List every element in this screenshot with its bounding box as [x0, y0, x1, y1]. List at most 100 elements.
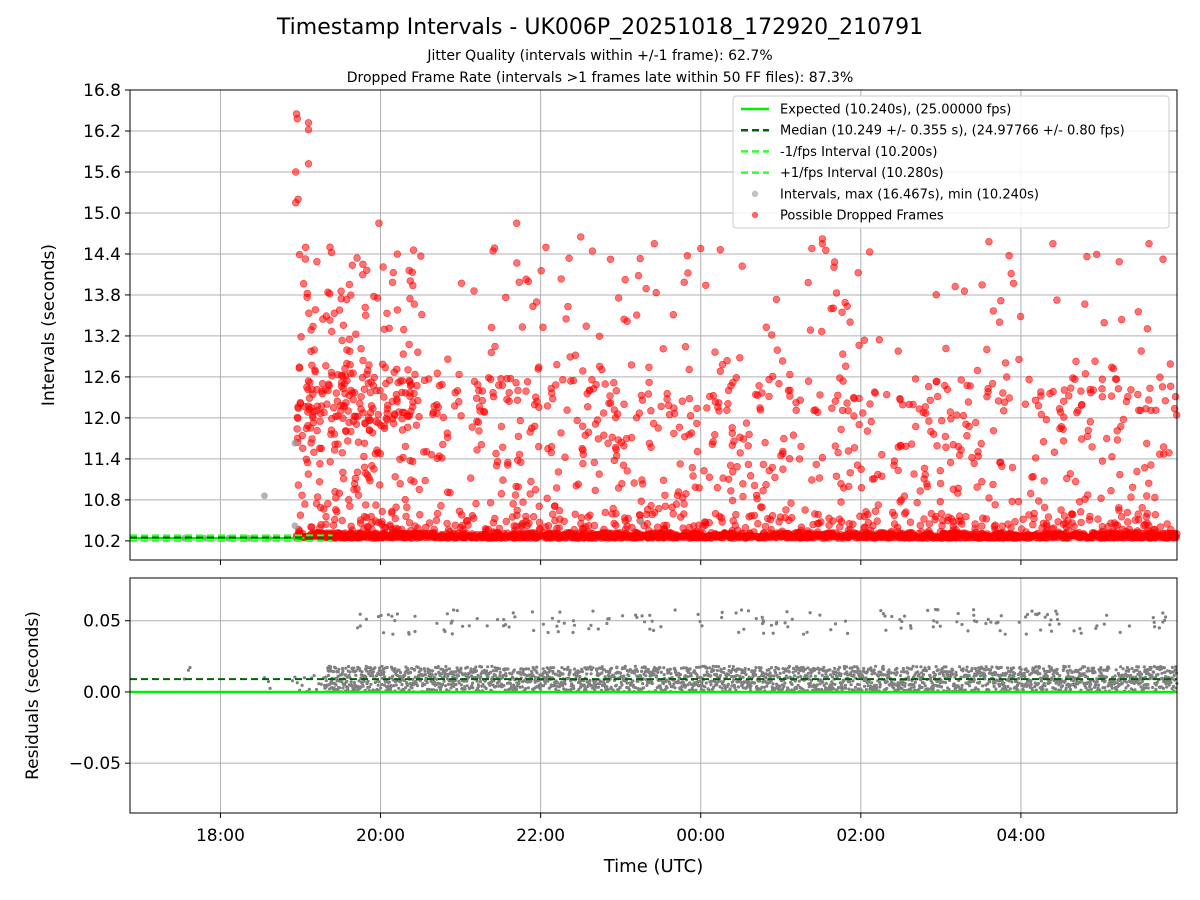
dropped-frame-point [815, 474, 824, 482]
dropped-frame-point [620, 514, 629, 522]
residual-point [504, 672, 508, 676]
residual-point [665, 686, 669, 690]
dropped-frame-point [896, 395, 904, 403]
residual-point [619, 680, 623, 685]
residual-point [1043, 684, 1047, 688]
residual-point [599, 680, 603, 684]
dropped-frame-point [932, 291, 940, 299]
dropped-frame-point [1107, 487, 1115, 495]
dropped-frame-point [1094, 515, 1102, 523]
residual-point [475, 679, 479, 683]
residual-point [920, 685, 924, 690]
dropped-frame-point [947, 515, 955, 523]
dropped-frame-point [1088, 443, 1096, 451]
dropped-frame-point [1144, 396, 1153, 404]
dropped-frame-point [1151, 511, 1160, 519]
residual-point [1026, 669, 1030, 673]
dropped-frame-point [439, 413, 448, 422]
dropped-frame-point [982, 515, 990, 523]
dropped-frame-point [433, 369, 441, 377]
dropped-frame-point [736, 354, 744, 362]
dropped-frame-point [797, 523, 806, 531]
residual-point [793, 674, 797, 678]
residual-point [366, 679, 370, 683]
dropped-frame-point [1104, 522, 1112, 531]
residual-point [562, 687, 566, 691]
residual-point [627, 674, 631, 678]
residual-point [452, 684, 456, 689]
dropped-frame-point [553, 524, 561, 532]
residual-point [972, 678, 976, 682]
dropped-frame-point [870, 475, 878, 483]
dropped-frame-point [920, 475, 928, 483]
residual-point [898, 674, 903, 678]
dropped-frame-point [1134, 510, 1142, 518]
dropped-frame-point [778, 357, 787, 365]
dropped-frame-point [1117, 422, 1125, 431]
dropped-frame-point [299, 444, 307, 452]
dropped-frame-point [486, 499, 495, 507]
dropped-frame-point [947, 415, 955, 423]
residual-point [378, 669, 382, 673]
residual-point [400, 683, 404, 687]
dropped-frame-point [924, 382, 933, 391]
dropped-frame-point [399, 453, 407, 462]
dropped-frame-point [831, 442, 839, 450]
residual-point [615, 665, 619, 669]
residual-point [1048, 669, 1052, 674]
dropped-frame-point [491, 342, 499, 351]
dropped-frame-point [786, 370, 794, 379]
dropped-frame-point [489, 393, 498, 401]
dropped-frame-point [365, 426, 374, 434]
residual-point [824, 672, 828, 676]
dropped-frame-point [554, 468, 563, 476]
dropped-frame-point [732, 374, 740, 382]
dropped-frame-point [347, 291, 355, 299]
dropped-frame-point [331, 515, 339, 524]
residual-point [901, 667, 906, 671]
residual-point [386, 684, 390, 688]
dropped-frame-point [316, 417, 324, 425]
dropped-frame-point [761, 438, 769, 447]
dropped-frame-point [565, 254, 573, 262]
residual-point [628, 668, 632, 672]
dropped-frame-point [444, 355, 452, 363]
residual-point [1017, 677, 1021, 681]
dropped-frame-point [1165, 449, 1173, 457]
dropped-frame-point [1108, 453, 1116, 461]
dropped-frame-point [782, 506, 790, 514]
residual-point [365, 669, 369, 673]
dropped-frame-point [1008, 497, 1016, 506]
residual-point [872, 668, 876, 672]
legend-marker [751, 190, 759, 197]
dropped-frame-point [557, 275, 565, 283]
residual-point [718, 673, 723, 678]
residual-point [455, 687, 459, 692]
residual-point [855, 670, 859, 674]
dropped-frame-point [1076, 508, 1085, 516]
residual-point [477, 684, 481, 689]
residual-point [589, 672, 593, 676]
residual-point [480, 665, 484, 669]
dropped-frame-point [503, 374, 511, 383]
dropped-frame-point [505, 389, 513, 397]
residual-point [824, 686, 828, 690]
dropped-frame-point [468, 511, 477, 520]
residual-point [398, 671, 403, 675]
dropped-frame-point [874, 501, 882, 509]
dropped-frame-point [775, 517, 783, 526]
dropped-frame-point [1112, 375, 1121, 383]
residual-point [580, 670, 585, 674]
dropped-frame-point [894, 347, 902, 355]
residual-point [452, 673, 456, 677]
dropped-frame-point [632, 311, 641, 319]
dropped-frame-point [670, 429, 678, 438]
dropped-frame-point [806, 326, 815, 334]
dropped-frame-point [850, 412, 858, 420]
dropped-frame-point [765, 392, 773, 401]
dropped-frame-point [548, 510, 557, 518]
dropped-frame-point [573, 416, 581, 425]
dropped-frame-point [1061, 519, 1070, 528]
dropped-frame-point [591, 486, 599, 495]
dropped-frame-point [637, 391, 646, 400]
